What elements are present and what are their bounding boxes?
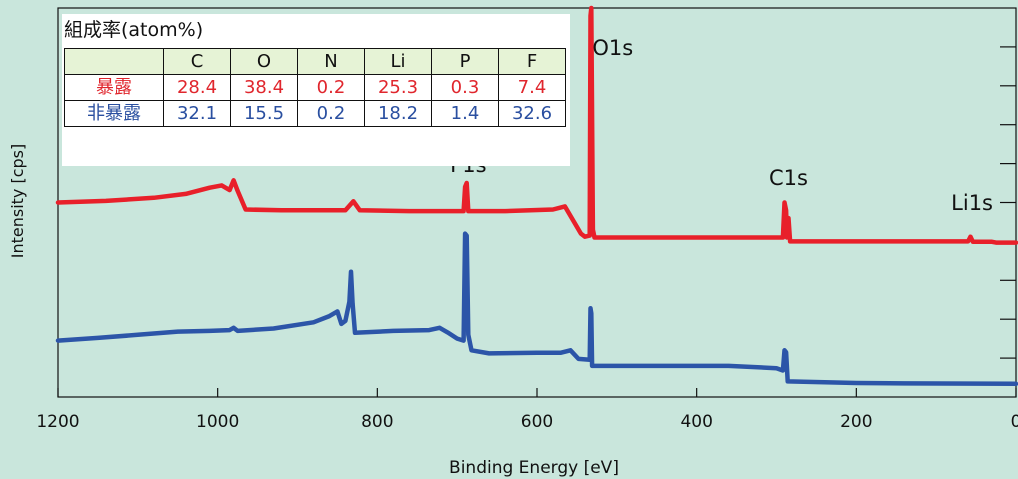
table-header-row: C O N Li P F <box>64 48 566 75</box>
table-cell: 28.4 <box>163 74 231 101</box>
table-cell: 0.2 <box>297 74 365 101</box>
table-corner-cell <box>64 48 164 75</box>
column-header-f: F <box>498 48 566 75</box>
x-tick-label: 400 <box>680 412 712 432</box>
table-row-unexposed: 非暴露 32.1 15.5 0.2 18.2 1.4 32.6 <box>64 100 566 127</box>
table-cell: 38.4 <box>230 74 298 101</box>
table-cell: 32.6 <box>498 100 566 127</box>
composition-table-panel: 組成率(atom%) C O N Li P F 暴露 28.4 38.4 0.2… <box>62 14 570 166</box>
series-line-unexposed <box>55 231 1018 387</box>
x-tick-label: 600 <box>521 412 553 432</box>
table-cell: 32.1 <box>163 100 231 127</box>
column-header-p: P <box>431 48 499 75</box>
y-axis-label: Intensity [cps] <box>8 144 27 259</box>
column-header-n: N <box>297 48 365 75</box>
peak-label-li1s: Li1s <box>951 191 993 215</box>
table-cell: 1.4 <box>431 100 499 127</box>
series-line-exposed <box>55 5 1018 245</box>
x-axis-label: Binding Energy [eV] <box>449 458 619 478</box>
x-tick-label: 0 <box>1011 412 1018 432</box>
column-header-c: C <box>163 48 231 75</box>
x-tick-label: 800 <box>361 412 393 432</box>
table-cell: 0.2 <box>297 100 365 127</box>
table-row-exposed: 暴露 28.4 38.4 0.2 25.3 0.3 7.4 <box>64 74 566 101</box>
composition-table: C O N Li P F 暴露 28.4 38.4 0.2 25.3 0.3 7… <box>64 48 566 127</box>
table-cell: 7.4 <box>498 74 566 101</box>
column-header-o: O <box>230 48 298 75</box>
table-cell: 18.2 <box>364 100 432 127</box>
peak-label-o1s: O1s <box>592 36 633 60</box>
column-header-li: Li <box>364 48 432 75</box>
table-cell: 0.3 <box>431 74 499 101</box>
spectrum-series <box>55 5 1018 387</box>
row-label-unexposed: 非暴露 <box>64 100 164 127</box>
x-tick-label: 200 <box>840 412 872 432</box>
peak-label-c1s: C1s <box>769 166 808 190</box>
row-label-exposed: 暴露 <box>64 74 164 101</box>
x-axis-ticks: 1200 1000 800 600 400 200 0 <box>36 388 1018 432</box>
table-cell: 15.5 <box>230 100 298 127</box>
composition-table-title: 組成率(atom%) <box>64 19 204 41</box>
y-axis-ticks <box>1000 46 1016 359</box>
x-tick-label: 1200 <box>36 412 79 432</box>
table-cell: 25.3 <box>364 74 432 101</box>
x-tick-label: 1000 <box>196 412 239 432</box>
